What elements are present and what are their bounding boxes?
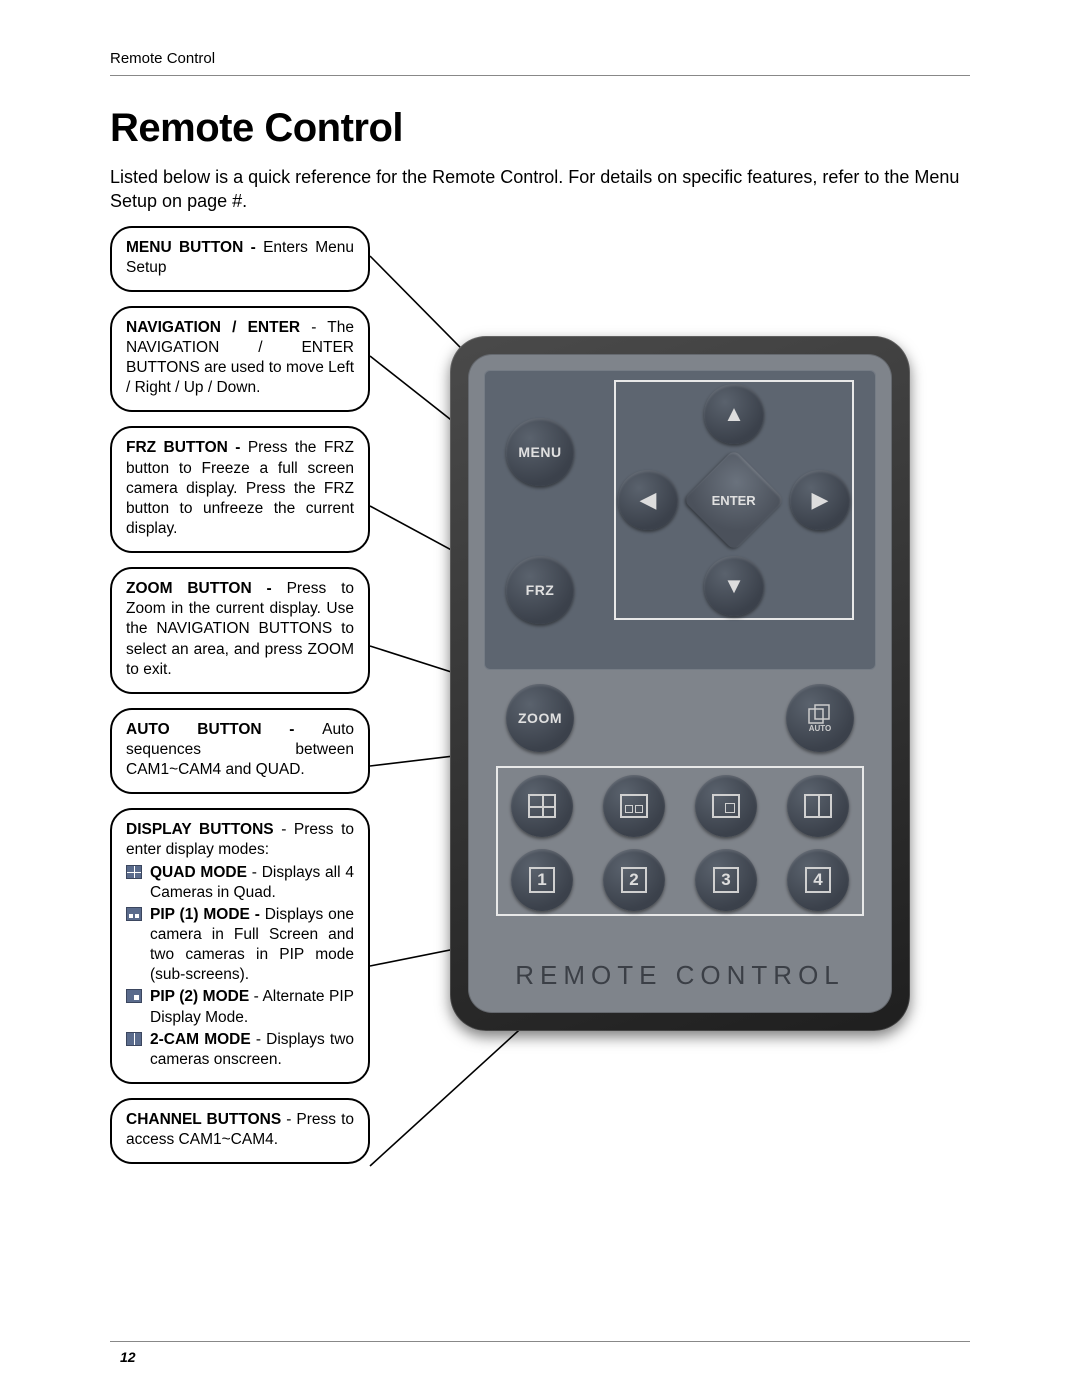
- down-arrow-button[interactable]: ▼: [704, 556, 764, 616]
- callout-zoom: ZOOM BUTTON - Press to Zoom in the curre…: [110, 567, 370, 694]
- top-panel: MENU FRZ ▲ ▼ ◀ ▶ ENTER: [484, 370, 876, 670]
- channel-2-button[interactable]: 2: [603, 849, 665, 911]
- zoom-button[interactable]: ZOOM: [506, 684, 574, 752]
- pip2-icon: [712, 794, 740, 818]
- quad-icon: [528, 794, 556, 818]
- callout-auto-title: AUTO BUTTON -: [126, 721, 322, 738]
- ch2-icon: 2: [621, 867, 647, 893]
- mode-quad: QUAD MODE - Displays all 4 Cameras in Qu…: [150, 863, 354, 903]
- two-cam-mode-button[interactable]: [787, 775, 849, 837]
- callout-display-title: DISPLAY BUTTONS: [126, 821, 274, 838]
- intro-paragraph: Listed below is a quick reference for th…: [110, 165, 970, 214]
- content-area: MENU BUTTON - Enters Menu Setup NAVIGATI…: [110, 226, 970, 1246]
- mode-pip1: PIP (1) MODE - Displays one camera in Fu…: [150, 905, 354, 986]
- left-arrow-button[interactable]: ◀: [618, 470, 678, 530]
- pip2-mode-button[interactable]: [695, 775, 757, 837]
- channel-3-button[interactable]: 3: [695, 849, 757, 911]
- divider-top: [110, 75, 970, 76]
- callout-display: DISPLAY BUTTONS - Press to enter display…: [110, 808, 370, 1084]
- menu-button[interactable]: MENU: [506, 418, 574, 486]
- auto-icon: AUTO: [805, 703, 835, 733]
- callout-menu-title: MENU BUTTON -: [126, 239, 263, 256]
- page-title: Remote Control: [110, 106, 970, 151]
- channel-button-row: 1 2 3 4: [496, 844, 864, 916]
- remote-label: REMOTE CONTROL: [468, 960, 892, 991]
- quad-mode-button[interactable]: [511, 775, 573, 837]
- quad-mode-icon: [126, 865, 142, 879]
- ch3-icon: 3: [713, 867, 739, 893]
- right-arrow-button[interactable]: ▶: [790, 470, 850, 530]
- callout-channel-title: CHANNEL BUTTONS: [126, 1111, 281, 1128]
- callout-frz: FRZ BUTTON - Press the FRZ button to Fre…: [110, 426, 370, 553]
- callout-menu: MENU BUTTON - Enters Menu Setup: [110, 226, 370, 292]
- channel-1-button[interactable]: 1: [511, 849, 573, 911]
- channel-4-button[interactable]: 4: [787, 849, 849, 911]
- pip1-mode-icon: [126, 907, 142, 921]
- callout-nav: NAVIGATION / ENTER - The NAVIGATION / EN…: [110, 306, 370, 413]
- two-cam-mode-icon: [126, 1032, 142, 1046]
- callout-channel: CHANNEL BUTTONS - Press to access CAM1~C…: [110, 1098, 370, 1164]
- mode-pip2: PIP (2) MODE - Alternate PIP Display Mod…: [150, 987, 354, 1027]
- callout-nav-title: NAVIGATION / ENTER: [126, 319, 300, 336]
- callout-auto: AUTO BUTTON - Auto sequences between CAM…: [110, 708, 370, 794]
- up-arrow-button[interactable]: ▲: [704, 384, 764, 444]
- enter-button[interactable]: ENTER: [683, 449, 785, 551]
- page-number: 12: [120, 1349, 136, 1365]
- two-cam-icon: [804, 794, 832, 818]
- pip1-icon: [620, 794, 648, 818]
- divider-bottom: [110, 1341, 970, 1342]
- display-button-row: [496, 770, 864, 842]
- mode-2cam: 2-CAM MODE - Displays two cameras onscre…: [150, 1030, 354, 1070]
- running-header: Remote Control: [110, 50, 970, 67]
- pip1-mode-button[interactable]: [603, 775, 665, 837]
- callout-frz-title: FRZ BUTTON -: [126, 439, 248, 456]
- auto-button[interactable]: AUTO: [786, 684, 854, 752]
- frz-button[interactable]: FRZ: [506, 556, 574, 624]
- callout-column: MENU BUTTON - Enters Menu Setup NAVIGATI…: [110, 226, 370, 1179]
- pip2-mode-icon: [126, 989, 142, 1003]
- callout-zoom-title: ZOOM BUTTON -: [126, 580, 287, 597]
- navigation-dpad: ▲ ▼ ◀ ▶ ENTER: [616, 382, 852, 618]
- remote-face: MENU FRZ ▲ ▼ ◀ ▶ ENTER ZOOM AUTO: [468, 354, 892, 1013]
- ch1-icon: 1: [529, 867, 555, 893]
- ch4-icon: 4: [805, 867, 831, 893]
- remote-device: MENU FRZ ▲ ▼ ◀ ▶ ENTER ZOOM AUTO: [450, 336, 910, 1031]
- svg-text:AUTO: AUTO: [809, 724, 832, 733]
